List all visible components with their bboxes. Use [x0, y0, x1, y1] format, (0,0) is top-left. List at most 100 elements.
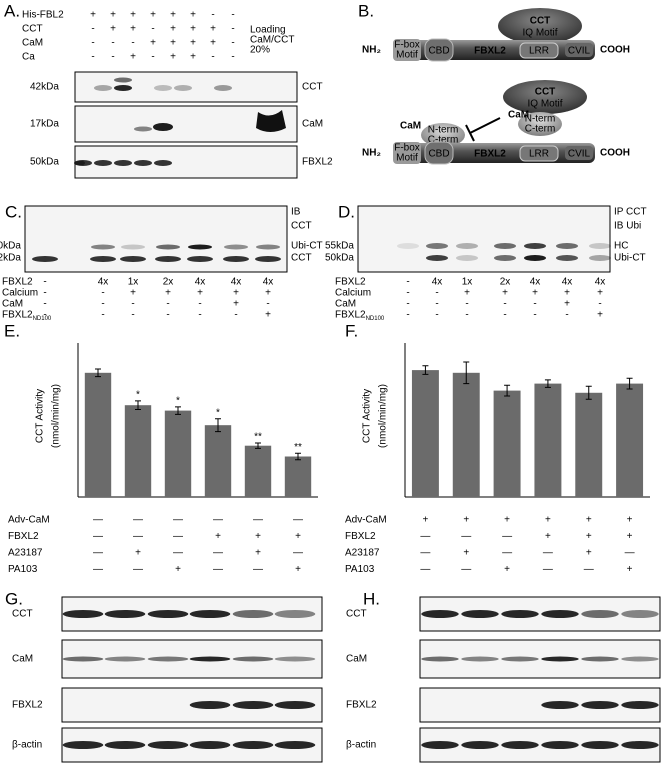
row-mark: + [586, 548, 592, 559]
inhibit-arrow [469, 117, 501, 134]
blot-band [134, 160, 152, 166]
panel-label: A. [4, 1, 20, 20]
row-mark: — [133, 564, 143, 575]
blot-band [232, 701, 274, 709]
row-mark: + [170, 38, 176, 49]
row-mark: - [131, 310, 134, 321]
error-bar [626, 377, 633, 390]
row-label: CaM [2, 299, 23, 310]
blot-band [494, 243, 516, 249]
row-mark: 4x [595, 277, 606, 288]
blot-band [154, 85, 172, 91]
blot-label: CaM [302, 119, 323, 130]
blot-label: FBXL2 [346, 700, 377, 711]
domain-cvil [565, 146, 593, 160]
y-axis-label: (nmol/min/mg) [378, 384, 389, 448]
band-label: HC [614, 241, 628, 252]
blot-band [62, 741, 104, 749]
row-mark: 1x [462, 277, 473, 288]
mw-label: 42kDa [30, 82, 59, 93]
row-mark: - [211, 10, 214, 21]
error-bar [255, 442, 261, 449]
iq-label: IQ Motif [527, 99, 562, 110]
blot-frame [419, 596, 661, 632]
blot-band [541, 656, 579, 662]
row-mark: - [234, 310, 237, 321]
blot-band [421, 656, 459, 662]
bar [164, 410, 192, 497]
mw-label: 50kDa [30, 157, 59, 168]
blot-band [524, 255, 546, 261]
row-mark: — [93, 531, 103, 542]
blot-band [494, 255, 516, 261]
blot-band [541, 741, 579, 749]
blot-band [91, 244, 115, 250]
row-mark: + [504, 564, 510, 575]
blot-band [121, 244, 145, 250]
blot-band [501, 741, 539, 749]
row-label: Adv-CaM [8, 515, 50, 526]
blot-band [461, 656, 499, 662]
row-mark: + [545, 531, 551, 542]
row-mark: + [255, 548, 261, 559]
row-mark: + [545, 515, 551, 526]
blot-band [114, 160, 132, 166]
row-mark: - [406, 299, 409, 310]
row-label: FBXL2 [335, 277, 366, 288]
domain-cvil [565, 43, 593, 57]
blot-label: CaM [12, 654, 33, 665]
row-mark: - [266, 299, 269, 310]
row-mark: + [597, 310, 603, 321]
row-mark: - [465, 299, 468, 310]
blot-band [104, 656, 146, 662]
row-label: PA103 [8, 564, 38, 575]
mw-label: 55kDa [325, 241, 354, 252]
row-mark: + [197, 288, 203, 299]
row-mark: - [435, 299, 438, 310]
bar [534, 383, 562, 497]
blot-label: β-actin [346, 740, 376, 751]
row-mark: + [215, 531, 221, 542]
row-mark: — [253, 515, 263, 526]
nterm: NH₂ [362, 45, 381, 56]
domain-lrr [519, 42, 559, 59]
row-mark: - [43, 299, 46, 310]
row-mark: — [625, 548, 635, 559]
blot-band [274, 656, 316, 662]
row-mark: — [213, 564, 223, 575]
mw-label: 50kDa [325, 253, 354, 264]
blot-band [189, 741, 231, 749]
row-mark: - [198, 299, 201, 310]
row-mark: - [231, 24, 234, 35]
domain-label: Motif [396, 50, 418, 61]
blot-band [155, 256, 181, 262]
blot-band [189, 656, 231, 662]
row-label-sub: ND100 [33, 316, 52, 322]
row-mark: - [231, 10, 234, 21]
row-mark: — [543, 548, 553, 559]
row-mark: + [130, 10, 136, 21]
row-mark: 4x [432, 277, 443, 288]
row-mark: + [233, 299, 239, 310]
ib-label: CCT [291, 221, 312, 232]
row-mark: — [420, 548, 430, 559]
panel-label: C. [5, 202, 22, 221]
error-bar [295, 452, 301, 461]
row-mark: + [150, 38, 156, 49]
row-mark: - [151, 52, 154, 63]
row-label: FBXL2 [345, 531, 376, 542]
blot-band [456, 243, 478, 249]
ib-label: IP CCT [614, 207, 647, 218]
blot-label: FBXL2 [302, 157, 333, 168]
blot-band [524, 243, 546, 249]
row-mark: - [166, 310, 169, 321]
y-axis-label: CCT Activity [362, 389, 373, 443]
blot-band [256, 244, 280, 250]
domain-label: CBD [428, 46, 449, 57]
row-mark: 4x [263, 277, 274, 288]
blot-band [621, 741, 659, 749]
blot-band [461, 741, 499, 749]
cam-term: N-term [525, 114, 556, 125]
blot-frame [74, 71, 298, 103]
